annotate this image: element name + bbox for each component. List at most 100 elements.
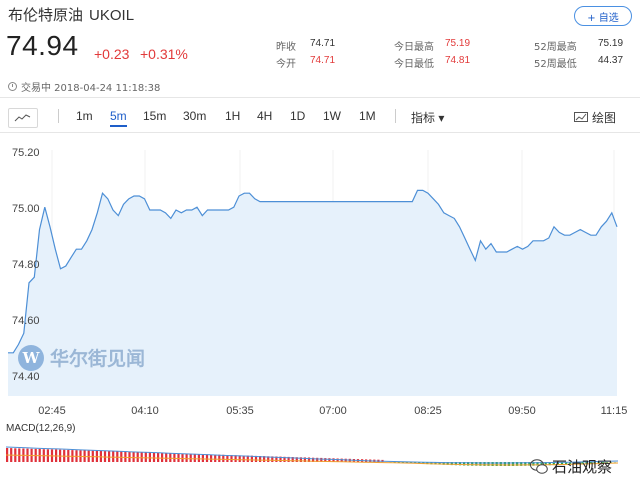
macd-bar xyxy=(307,457,311,462)
macd-bar xyxy=(601,462,604,463)
macd-bar xyxy=(401,462,404,463)
macd-bar xyxy=(324,458,327,462)
macd-bar xyxy=(438,462,441,465)
watermark: W 华尔街见闻 xyxy=(18,344,145,371)
macd-bar xyxy=(242,455,245,462)
macd-bar xyxy=(254,455,258,462)
macd-bar xyxy=(511,462,515,466)
interval-tab-30m[interactable]: 30m xyxy=(183,109,207,123)
macd-bar xyxy=(120,451,123,462)
macd-bar xyxy=(458,462,462,466)
52w-high-value: 75.19 xyxy=(598,38,624,49)
interval-tab-1w[interactable]: 1W xyxy=(323,109,341,123)
macd-bar xyxy=(165,453,168,462)
macd-bar xyxy=(283,456,286,462)
day-high-label: 今日最高 xyxy=(394,42,434,53)
open-label: 今开 xyxy=(276,59,296,70)
x-axis-label: 08:25 xyxy=(414,405,442,417)
interval-tab-1d[interactable]: 1D xyxy=(290,109,306,123)
macd-bar xyxy=(548,462,551,466)
interval-tab-5m[interactable]: 5m xyxy=(110,109,127,127)
macd-bar xyxy=(577,462,580,465)
draw-tool-button[interactable]: 绘图 xyxy=(574,109,616,126)
macd-bar xyxy=(414,462,417,464)
macd-bar xyxy=(487,462,490,466)
macd-bar xyxy=(450,462,453,466)
macd-bar xyxy=(605,462,608,463)
draw-label: 绘图 xyxy=(592,111,617,125)
macd-bar xyxy=(116,451,119,462)
macd-bar xyxy=(430,462,433,465)
macd-bar xyxy=(161,452,164,462)
macd-bar xyxy=(520,462,523,466)
macd-bar xyxy=(446,462,449,465)
macd-bar xyxy=(409,462,413,464)
x-axis-label: 04:10 xyxy=(131,405,159,417)
toolbar-separator xyxy=(395,109,396,123)
macd-bar xyxy=(467,462,470,466)
macd-bar xyxy=(157,452,160,462)
macd-bar xyxy=(259,456,262,462)
macd-label: MACD(12,26,9) xyxy=(6,423,76,434)
day-high-value: 75.19 xyxy=(445,38,471,49)
macd-bar xyxy=(177,453,180,462)
x-axis-label: 02:45 xyxy=(38,405,66,417)
macd-bar xyxy=(585,462,588,464)
y-axis-label: 74.60 xyxy=(12,315,40,327)
brand-text: 石油观察 xyxy=(552,458,613,476)
macd-bar xyxy=(479,462,482,466)
macd-bar xyxy=(124,451,127,462)
macd-bar xyxy=(532,462,535,466)
macd-bar xyxy=(454,462,457,466)
y-axis-label: 74.80 xyxy=(12,259,40,271)
macd-bar xyxy=(226,455,229,462)
macd-bar xyxy=(222,454,225,462)
chart-type-button[interactable] xyxy=(8,108,38,128)
macd-bar xyxy=(193,453,196,462)
macd-bar xyxy=(471,462,474,466)
toolbar-separator xyxy=(58,109,59,123)
price-line xyxy=(8,189,618,354)
draw-icon xyxy=(574,111,588,122)
macd-bar xyxy=(336,458,339,462)
interval-tab-4h[interactable]: 4H xyxy=(257,109,273,123)
interval-tab-1m[interactable]: 1M xyxy=(359,109,376,123)
prev-close-label: 昨收 xyxy=(276,42,296,53)
macd-bar xyxy=(320,457,323,462)
macd-bar xyxy=(581,462,584,464)
macd-bar xyxy=(340,458,343,462)
price-chart[interactable] xyxy=(0,133,640,497)
macd-bar xyxy=(279,456,282,462)
macd-bar xyxy=(328,458,331,462)
watermark-logo: W xyxy=(18,344,44,371)
macd-line xyxy=(5,446,619,464)
trading-status: 交易中 2018-04-24 11:18:38 xyxy=(8,79,160,94)
macd-bar xyxy=(503,462,506,466)
price-area-fill xyxy=(8,190,617,396)
macd-bar xyxy=(589,462,592,464)
interval-tab-1m[interactable]: 1m xyxy=(76,109,93,123)
52w-low-value: 44.37 xyxy=(598,55,624,66)
x-axis-label: 07:00 xyxy=(319,405,347,417)
macd-bar xyxy=(426,462,429,465)
macd-bar xyxy=(267,456,270,462)
y-axis-label: 75.20 xyxy=(12,147,40,159)
macd-bar xyxy=(516,462,519,466)
toolbar-divider xyxy=(0,132,640,133)
macd-bar xyxy=(463,462,466,466)
add-to-watchlist-button[interactable]: + 自选 xyxy=(574,6,632,26)
macd-bar xyxy=(565,462,568,465)
x-axis-label: 05:35 xyxy=(226,405,254,417)
interval-tab-15m[interactable]: 15m xyxy=(143,109,167,123)
indicators-menu[interactable]: 指标 ▾ xyxy=(411,111,445,125)
instrument-title: 布伦特原油 UKOIL xyxy=(8,4,134,25)
macd-bar xyxy=(422,462,425,464)
wechat-icon xyxy=(530,458,548,474)
macd-bar xyxy=(250,455,253,462)
macd-bar xyxy=(132,452,135,462)
interval-tab-1h[interactable]: 1H xyxy=(225,109,241,123)
macd-bar xyxy=(397,462,400,463)
macd-bar xyxy=(108,451,111,462)
macd-bar xyxy=(499,462,502,466)
macd-bar xyxy=(287,456,290,462)
